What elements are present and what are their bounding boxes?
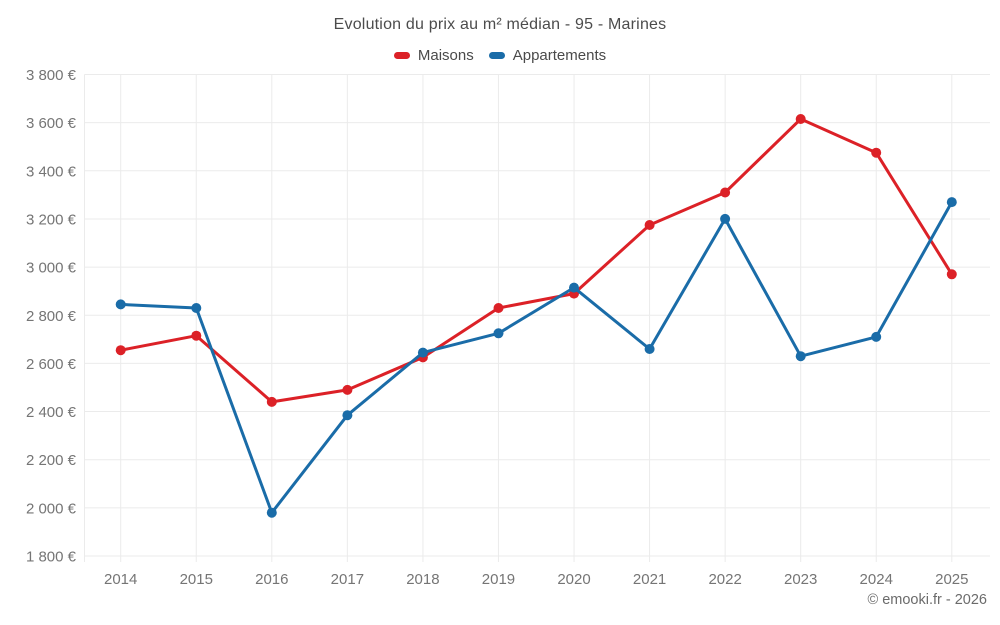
y-axis-labels: 1 800 € 2 000 € 2 200 € 2 400 € 2 600 € 2 800… xyxy=(26,67,77,566)
x-tick-label: 2021 xyxy=(633,571,666,588)
data-point[interactable] xyxy=(569,282,579,293)
data-point[interactable] xyxy=(720,213,731,224)
series-appartements xyxy=(115,197,957,518)
y-tick-label: 3 600 € xyxy=(26,115,77,132)
y-tick-label: 2 200 € xyxy=(26,452,77,469)
data-point[interactable] xyxy=(342,384,353,395)
data-point[interactable] xyxy=(795,114,806,124)
data-point[interactable] xyxy=(493,328,504,339)
y-tick-label: 2 800 € xyxy=(26,308,77,325)
x-axis-labels: 2014 2015 2016 2017 2018 2019 2020 2021 2022 2023… xyxy=(104,571,968,588)
y-tick-label: 3 400 € xyxy=(26,163,77,180)
series-line xyxy=(119,117,954,404)
maisons-swatch-icon xyxy=(393,51,410,59)
data-point[interactable] xyxy=(115,345,126,356)
legend-item-maisons[interactable]: Maisons xyxy=(393,46,474,64)
x-tick-label: 2018 xyxy=(406,571,439,588)
page-title: Evolution du prix au m² médian - 95 - Ma… xyxy=(333,16,667,33)
footer-credit: © emooki.fr - 2026 xyxy=(867,592,987,608)
x-tick-label: 2020 xyxy=(557,571,590,588)
data-point[interactable] xyxy=(342,410,353,421)
legend-label-maisons: Maisons xyxy=(417,46,474,64)
x-tick-label: 2023 xyxy=(784,571,817,588)
series-line xyxy=(119,200,954,515)
data-point[interactable] xyxy=(417,347,428,358)
y-tick-label: 3 000 € xyxy=(26,260,77,277)
y-tick-label: 3 800 € xyxy=(26,67,77,84)
gridlines xyxy=(84,74,990,562)
data-point[interactable] xyxy=(266,396,277,407)
data-point[interactable] xyxy=(115,299,126,310)
x-tick-label: 2024 xyxy=(860,571,893,588)
x-tick-label: 2025 xyxy=(935,571,968,588)
x-tick-label: 2015 xyxy=(180,571,213,588)
legend-label-appartements: Appartements xyxy=(512,46,607,64)
data-point[interactable] xyxy=(191,303,202,313)
data-point[interactable] xyxy=(946,197,957,208)
data-point[interactable] xyxy=(871,147,882,158)
x-tick-label: 2016 xyxy=(255,571,288,588)
x-tick-label: 2014 xyxy=(104,571,137,588)
data-point[interactable] xyxy=(493,303,504,313)
data-point[interactable] xyxy=(795,351,806,362)
legend-item-appartements[interactable]: Appartements xyxy=(488,46,607,64)
x-tick-label: 2022 xyxy=(708,571,741,588)
data-point[interactable] xyxy=(644,344,655,354)
data-point[interactable] xyxy=(871,331,882,342)
appartements-swatch-icon xyxy=(488,51,505,59)
x-tick-label: 2019 xyxy=(482,571,515,588)
y-tick-label: 2 600 € xyxy=(26,356,77,373)
y-tick-label: 2 000 € xyxy=(26,500,77,517)
data-point[interactable] xyxy=(644,220,655,230)
data-point[interactable] xyxy=(266,507,277,518)
y-tick-label: 1 800 € xyxy=(26,549,77,566)
data-point[interactable] xyxy=(191,330,202,341)
data-point[interactable] xyxy=(946,269,957,280)
x-tick-label: 2017 xyxy=(331,571,364,588)
y-tick-label: 2 400 € xyxy=(26,404,77,421)
data-point[interactable] xyxy=(720,187,731,198)
legend: Maisons Appartements xyxy=(0,44,1000,66)
y-tick-label: 3 200 € xyxy=(26,211,77,228)
